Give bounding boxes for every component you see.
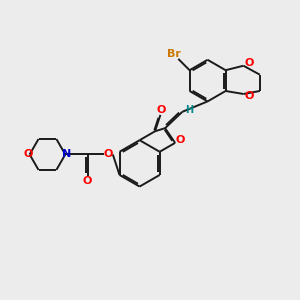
Text: O: O — [156, 105, 166, 115]
Text: H: H — [185, 105, 193, 115]
Text: O: O — [244, 58, 254, 68]
Text: O: O — [83, 176, 92, 186]
Text: O: O — [24, 149, 33, 160]
Text: Br: Br — [167, 50, 181, 59]
Text: O: O — [104, 149, 113, 160]
Text: N: N — [62, 149, 71, 160]
Text: O: O — [244, 92, 254, 101]
Text: O: O — [176, 136, 185, 146]
